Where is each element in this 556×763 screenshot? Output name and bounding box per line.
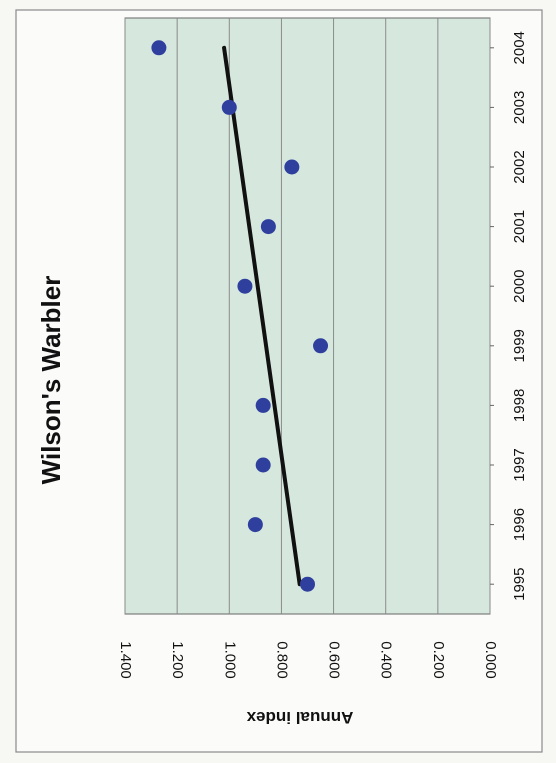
- x-tick-label: 1996: [511, 508, 528, 541]
- data-point: [260, 219, 276, 235]
- x-tick-label: 1997: [511, 448, 528, 481]
- y-tick-label: 0.200: [430, 641, 447, 679]
- data-points: [151, 40, 329, 592]
- x-tick-label: 2003: [511, 91, 528, 124]
- gridlines: [124, 18, 491, 614]
- x-tick-label: 2004: [511, 31, 528, 64]
- data-point: [284, 159, 300, 175]
- y-tick-label: 0.600: [326, 641, 343, 679]
- trendline-layer: [222, 45, 302, 587]
- data-point: [255, 397, 271, 413]
- y-tick-label: 1.000: [221, 641, 238, 679]
- y-tick-label: 1.200: [169, 641, 186, 679]
- x-tick-label: 1999: [511, 329, 528, 362]
- trendline: [222, 45, 302, 587]
- data-point: [255, 457, 271, 473]
- data-point: [313, 338, 329, 354]
- y-tick-label: 1.400: [117, 641, 134, 679]
- data-point: [237, 278, 253, 294]
- x-tick-labels: 1995 1996 1997 1998 1999 2000 2001 2002 2003 2004: [490, 31, 528, 601]
- y-axis-label: Annual index: [246, 708, 353, 727]
- data-point: [151, 40, 167, 56]
- x-tick-label: 2001: [511, 210, 528, 243]
- y-tick-labels: 0.000 0.200 0.400 0.600 0.800 1.000 1.200 1.400: [117, 641, 499, 679]
- x-tick-label: 2002: [511, 150, 528, 183]
- data-point: [300, 576, 315, 592]
- x-tick-label: 1998: [511, 389, 528, 422]
- y-tick-label: 0.800: [273, 641, 290, 679]
- chart-title: Wilson's Warbler: [36, 276, 66, 485]
- y-tick-label: 0.000: [482, 641, 499, 679]
- x-tick-label: 1995: [511, 568, 528, 601]
- y-tick-label: 0.400: [378, 641, 395, 679]
- plot-area: [124, 17, 491, 615]
- x-tick-label: 2000: [511, 270, 528, 303]
- data-point: [221, 99, 237, 115]
- data-point: [247, 517, 263, 533]
